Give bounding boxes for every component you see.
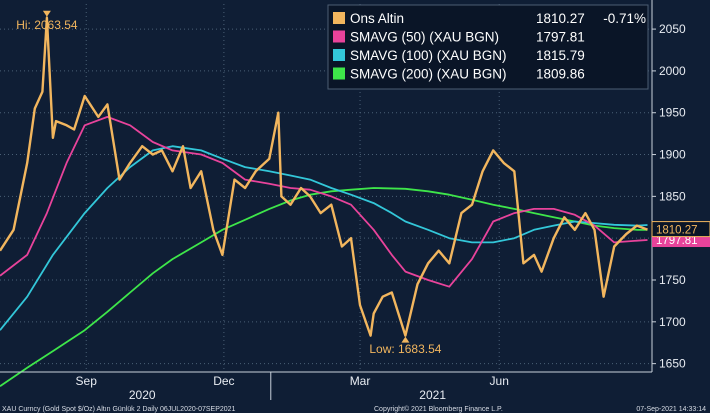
footer-center: Copyright© 2021 Bloomberg Finance L.P. — [374, 405, 503, 413]
series-layer — [0, 16, 648, 387]
legend-swatch — [333, 30, 345, 43]
y-tick-label: 2000 — [659, 64, 686, 78]
legend: Ons Altin 1810.27 -0.71% SMAVG (50) (XAU BG… — [327, 4, 649, 90]
x-tick-label: Jun — [490, 374, 509, 388]
series-line-ons-altin — [0, 16, 648, 337]
legend-name: SMAVG (200) (XAU BGN) — [350, 67, 507, 82]
low-annotation: Low: 1683.54 — [369, 342, 441, 356]
y-tick-label: 1850 — [659, 189, 686, 203]
y-tick-label: 1900 — [659, 148, 686, 162]
x-axis: Sep Dec Mar Jun 2020 2021 — [0, 371, 652, 402]
last-price-box — [651, 221, 710, 238]
legend-change: -0.71% — [603, 11, 646, 26]
footer-right: 07-Sep-2021 14:33:14 — [636, 406, 706, 413]
legend-value: 1810.27 — [536, 11, 585, 26]
legend-swatch — [333, 49, 345, 61]
x-tick-label: Dec — [213, 374, 234, 388]
legend-value: 1797.81 — [536, 30, 585, 45]
legend-value: 1809.86 — [536, 67, 585, 82]
y-tick-label: 1950 — [659, 106, 686, 120]
hi-annotation: Hi: 2063.54 — [16, 18, 78, 32]
annotations: Hi: 2063.54 Low: 1683.54 — [16, 10, 442, 356]
y-tick-label: 1700 — [659, 315, 686, 329]
last-price-label: 1810.27 — [656, 225, 698, 237]
y-tick-label: 2050 — [659, 22, 686, 36]
year-label: 2020 — [129, 388, 156, 402]
footer-left: XAU Curncy (Gold Spot $/Oz) Altın Günlük… — [2, 406, 236, 413]
legend-name: Ons Altin — [350, 11, 404, 26]
legend-name: SMAVG (50) (XAU BGN) — [350, 30, 499, 45]
y-tick-label: 1750 — [659, 273, 686, 287]
hi-marker-arrow — [42, 10, 51, 17]
y-tick-label: 1650 — [659, 357, 686, 371]
series-line-smavg-100 — [0, 145, 648, 331]
legend-name: SMAVG (100) (XAU BGN) — [350, 48, 507, 63]
series-line-smavg-50 — [0, 116, 648, 288]
legend-swatch — [333, 12, 345, 24]
x-tick-label: Mar — [350, 374, 371, 388]
year-label: 2021 — [419, 388, 446, 402]
last-ma50-label: 1797.81 — [656, 235, 698, 247]
low-marker-arrow — [401, 336, 410, 343]
legend-value: 1815.79 — [536, 48, 585, 63]
legend-swatch — [333, 67, 345, 80]
footer: XAU Curncy (Gold Spot $/Oz) Altın Günlük… — [2, 405, 706, 413]
legend-box — [327, 4, 649, 90]
x-tick-label: Sep — [76, 374, 98, 388]
